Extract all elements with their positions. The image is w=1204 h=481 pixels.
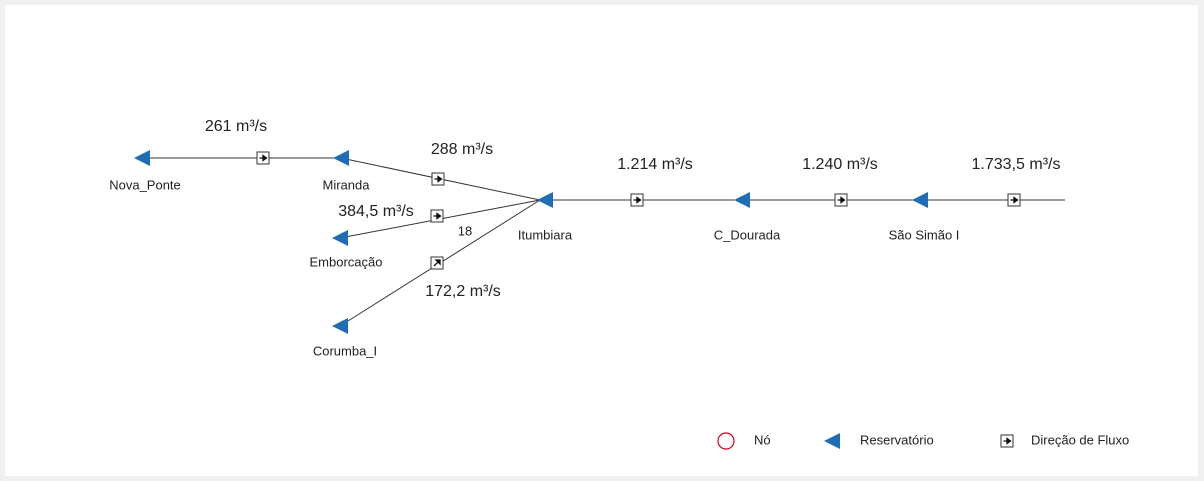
legend-label: Reservatório [860,432,934,447]
legend-label: Nó [754,432,771,447]
flow-direction [834,193,848,207]
node-labels: Nova_Ponte Miranda Itumbiara Emborcação … [109,177,959,358]
node-label: Nova_Ponte [109,177,181,192]
flow-direction [630,193,644,207]
flow-label: 288 m³/s [431,141,493,158]
node-label: Corumba_I [313,343,377,358]
flow-direction [430,209,444,223]
node-label: Emborcação [310,254,383,269]
node-label: C_Dourada [714,227,781,242]
node-label: São Simão I [889,227,960,242]
flow-label: 384,5 m³/s [338,203,414,220]
flow-label: 1.733,5 m³/s [972,156,1061,173]
flow-labels: 261 m³/s 288 m³/s 384,5 m³/s 172,2 m³/s … [205,118,1061,300]
node-label: Itumbiara [518,227,573,242]
flow-label: 1.240 m³/s [802,156,878,173]
flow-label: 261 m³/s [205,118,267,135]
legend: Nó Reservatório Direção de Fluxo [717,432,1129,450]
legend-node-icon [717,432,735,450]
flow-label: 1.214 m³/s [617,156,693,173]
node-label: Miranda [323,177,371,192]
flow-label: 172,2 m³/s [425,283,501,300]
flow-direction [430,256,444,270]
legend-label: Direção de Fluxo [1031,432,1129,447]
flow-direction [256,151,270,165]
annotation: 18 [458,223,472,238]
flow-direction [431,172,445,186]
flow-direction [1007,193,1021,207]
legend-flow-icon [1000,434,1014,448]
panel [5,5,1198,476]
